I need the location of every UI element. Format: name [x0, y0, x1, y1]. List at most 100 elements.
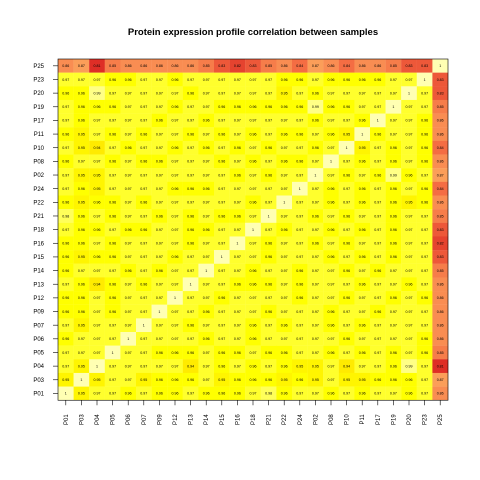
cell-value-P11-P19: 0.97: [390, 132, 397, 136]
heatmap-cell-P25-P19: [385, 59, 402, 73]
heatmap-cell-P04-P21: [260, 359, 277, 374]
heatmap-cell-P18-P25: [432, 222, 449, 237]
cell-value-P17-P12: 0.97: [172, 119, 179, 123]
heatmap-cell-P16-P06: [120, 236, 137, 251]
cell-value-P07-P10: 0.97: [343, 323, 350, 327]
cell-value-P14-P07: 0.97: [140, 269, 147, 273]
x-tick-label-P06: P06: [126, 414, 132, 425]
cell-value-P19-P10: 0.96: [343, 105, 350, 109]
heatmap-cell-P20-P12: [167, 86, 183, 101]
cell-value-P04-P25: 0.81: [437, 364, 444, 368]
cell-value-P07-P08: 0.96: [328, 323, 335, 327]
cell-value-P05-P16: 0.96: [234, 351, 241, 355]
cell-value-P17-P02: 0.96: [312, 119, 319, 123]
cell-value-P12-P22: 0.97: [281, 296, 288, 300]
heatmap-cell-P12-P04: [89, 291, 105, 305]
cell-value-P10-P21: 0.96: [265, 146, 272, 150]
cell-value-P06-P16: 0.97: [234, 337, 241, 341]
cell-value-P23-P04: 0.97: [94, 78, 101, 82]
x-tick-label-P03: P03: [79, 414, 85, 425]
cell-value-P25-P04: 0.81: [94, 64, 101, 68]
heatmap-cell-P11-P11: [354, 127, 371, 142]
cell-value-P13-P23: 0.97: [421, 283, 428, 287]
cell-value-P18-P05: 0.97: [109, 228, 116, 232]
heatmap-cell-P23-P21: [260, 72, 277, 87]
heatmap-cell-P12-P07: [136, 291, 152, 305]
cell-value-P17-P10: 0.97: [343, 119, 350, 123]
cell-value-P14-P15: 0.97: [218, 269, 225, 273]
heatmap-cell-P15-P19: [385, 250, 402, 264]
heatmap-cell-P23-P01: [58, 72, 74, 87]
cell-value-P05-P09: 0.96: [156, 351, 163, 355]
cell-value-P09-P21: 0.96: [265, 310, 272, 314]
heatmap-cell-P20-P25: [432, 86, 449, 101]
cell-value-P06-P13: 0.97: [187, 337, 194, 341]
cell-value-P09-P13: 0.97: [187, 310, 194, 314]
cell-value-P05-P14: 0.97: [203, 351, 210, 355]
cell-value-P13-P08: 0.97: [328, 283, 335, 287]
heatmap-cell-P14-P07: [136, 263, 152, 278]
cell-value-P19-P17: 0.97: [374, 105, 381, 109]
heatmap-cell-P23-P06: [120, 72, 137, 87]
heatmap-cell-P01-P01: [58, 386, 74, 401]
heatmap-cell-P22-P14: [198, 195, 215, 210]
cell-value-P12-P07: 0.97: [140, 296, 147, 300]
heatmap-cell-P06-P25: [432, 332, 449, 346]
cell-value-P18-P16: 0.97: [234, 228, 241, 232]
cell-value-P09-P15: 0.97: [218, 310, 225, 314]
heatmap-cell-P05-P23: [416, 345, 433, 360]
heatmap-cell-P17-P16: [229, 113, 246, 128]
cell-value-P20-P13: 0.96: [187, 91, 194, 95]
y-tick-label-P10: P10: [33, 146, 44, 152]
heatmap-cell-P01-P24: [292, 386, 308, 401]
heatmap-cell-P25-P07: [136, 59, 152, 73]
cell-value-P22-P21: 0.97: [265, 201, 272, 205]
x-tick-label-P22: P22: [282, 414, 288, 425]
heatmap-cell-P02-P14: [198, 168, 215, 182]
heatmap-cell-P25-P03: [73, 59, 90, 73]
heatmap-cell-P02-P12: [167, 168, 183, 182]
y-tick-label-P08: P08: [33, 159, 44, 165]
x-tick-label-P18: P18: [251, 414, 257, 425]
cell-value-P02-P15: 0.97: [218, 173, 225, 177]
heatmap-cell-P07-P12: [167, 318, 183, 333]
cell-value-P08-P15: 0.96: [218, 160, 225, 164]
heatmap-cell-P07-P25: [432, 318, 449, 333]
cell-value-P14-P12: 0.97: [172, 269, 179, 273]
heatmap-cell-P11-P23: [416, 127, 433, 142]
heatmap-cell-P15-P04: [89, 250, 105, 264]
cell-value-P02-P24: 0.97: [296, 173, 303, 177]
cell-value-P02-P04: 0.95: [94, 173, 101, 177]
heatmap-cell-P20-P16: [229, 86, 246, 101]
heatmap-cell-P18-P06: [120, 222, 137, 237]
heatmap-cell-P14-P01: [58, 263, 74, 278]
cell-value-P06-P11: 0.97: [359, 337, 366, 341]
heatmap-cell-P14-P15: [214, 263, 230, 278]
heatmap-cell-P18-P23: [416, 222, 433, 237]
heatmap-cell-P18-P09: [151, 222, 168, 237]
heatmap-cell-P21-P18: [245, 209, 261, 223]
heatmap-cell-P23-P08: [323, 72, 339, 87]
cell-value-P17-P25: 0.86: [437, 119, 444, 123]
cell-value-P03-P10: 0.95: [343, 378, 350, 382]
heatmap-cell-P12-P15: [214, 291, 230, 305]
cell-value-P09-P06: 0.97: [125, 310, 132, 314]
cell-value-P04-P05: 0.97: [109, 364, 116, 368]
cell-value-P21-P10: 0.96: [343, 214, 350, 218]
cell-value-P17-P21: 0.97: [265, 119, 272, 123]
cell-value-P25-P07: 0.86: [140, 64, 147, 68]
heatmap-cell-P13-P09: [151, 277, 168, 292]
heatmap-cell-P19-P22: [276, 99, 293, 114]
cell-value-P02-P21: 0.96: [265, 173, 272, 177]
heatmap-cell-P10-P12: [167, 140, 183, 155]
cell-value-P18-P13: 0.96: [187, 228, 194, 232]
heatmap-cell-P05-P25: [432, 345, 449, 360]
heatmap-cell-P07-P02: [307, 318, 324, 333]
heatmap-cell-P20-P20: [401, 86, 417, 101]
heatmap-cell-P14-P25: [432, 263, 449, 278]
heatmap-cell-P17-P05: [104, 113, 121, 128]
x-tick-label-P04: P04: [95, 414, 101, 425]
heatmap-cell-P10-P05: [104, 140, 121, 155]
cell-value-P18-P15: 0.97: [218, 228, 225, 232]
cell-value-P09-P18: 0.97: [250, 310, 257, 314]
